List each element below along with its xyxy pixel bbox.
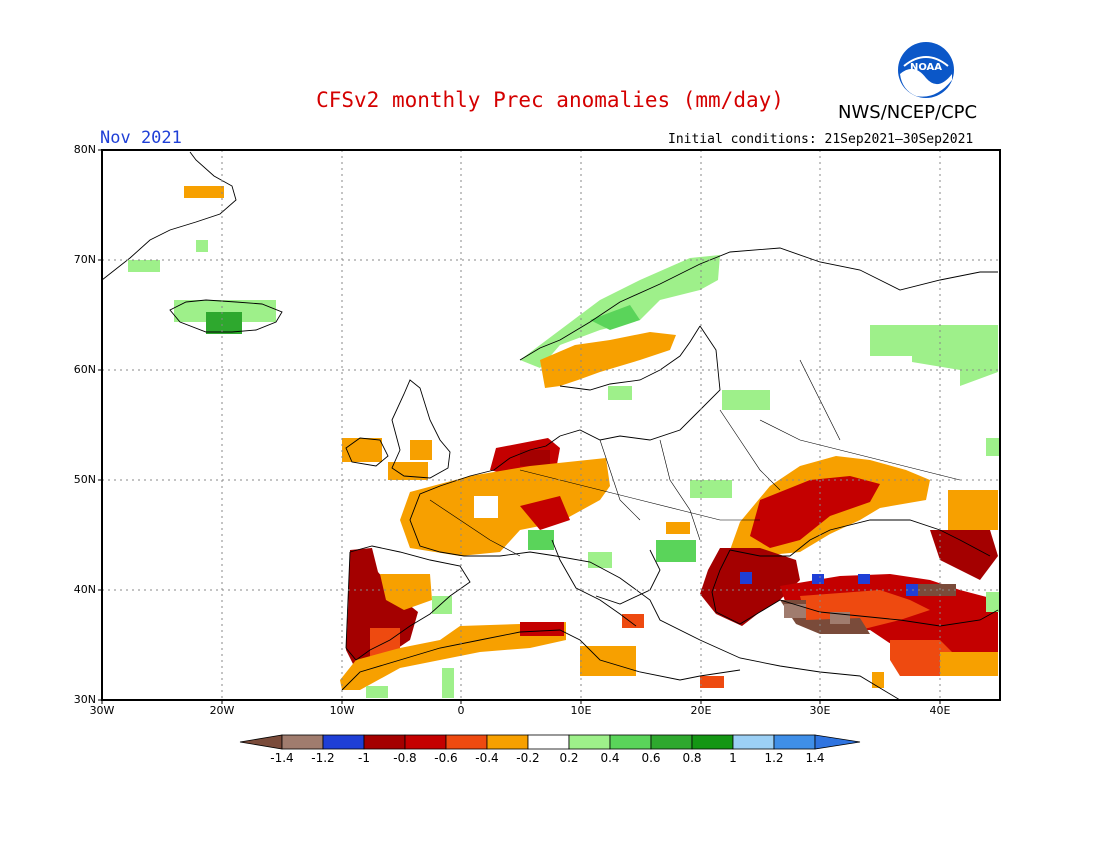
anomaly-field <box>128 186 1000 698</box>
colorbar-label: -1 <box>358 751 370 765</box>
colorbar-bin <box>732 734 775 750</box>
colorbar-end-high <box>814 734 861 750</box>
colorbar-bin <box>322 734 365 750</box>
colorbar-label: 1.2 <box>764 751 784 765</box>
colorbar-label: -0.6 <box>434 751 458 765</box>
initial-conditions: Initial conditions: 21Sep2021–30Sep2021 <box>668 132 974 147</box>
colorbar-label: 0.4 <box>600 751 620 765</box>
logo-text: NOAA <box>910 62 942 73</box>
lat-label: 50N <box>73 473 96 486</box>
lat-label: 80N <box>73 143 96 156</box>
colorbar-label: 1.4 <box>805 751 825 765</box>
coastlines <box>101 151 999 701</box>
colorbar-label: -0.4 <box>475 751 499 765</box>
lat-label: 40N <box>73 583 96 596</box>
agency-label: NWS/NCEP/CPC <box>838 102 978 123</box>
colorbar-end-low <box>239 734 283 750</box>
colorbar-bin <box>691 734 734 750</box>
lon-label: 20E <box>690 704 712 717</box>
graticule <box>102 150 1000 700</box>
colorbar-bin <box>773 734 816 750</box>
lon-label: 20W <box>209 704 235 717</box>
colorbar-label: -1.4 <box>270 751 294 765</box>
colorbar-label: 0.2 <box>559 751 579 765</box>
colorbar-bin <box>568 734 611 750</box>
colorbar-bin <box>363 734 406 750</box>
colorbar-bin <box>527 734 570 750</box>
lon-label: 30E <box>809 704 831 717</box>
colorbar-bin <box>650 734 693 750</box>
map-frame <box>101 149 1001 701</box>
lon-label: 10W <box>329 704 355 717</box>
lat-label: 70N <box>73 253 96 266</box>
colorbar-label: -1.2 <box>311 751 335 765</box>
map-ticks <box>98 149 941 704</box>
lon-label: 10E <box>570 704 592 717</box>
colorbar-bin <box>486 734 529 750</box>
colorbar-label: -0.2 <box>516 751 540 765</box>
noaa-logo: NOAA <box>896 40 956 100</box>
colorbar-bin <box>404 734 447 750</box>
colorbar-bin <box>609 734 652 750</box>
colorbar-bin <box>445 734 488 750</box>
colorbar-label: 0.8 <box>682 751 702 765</box>
chart-title: CFSv2 monthly Prec anomalies (mm/day) <box>316 88 784 112</box>
colorbar-label: -0.8 <box>393 751 417 765</box>
lat-label: 60N <box>73 363 96 376</box>
valid-month: Nov 2021 <box>100 128 182 148</box>
lon-label: 30W <box>89 704 115 717</box>
colorbar-label: 0.6 <box>641 751 661 765</box>
lon-label: 0 <box>457 704 465 717</box>
colorbar-bin <box>281 734 324 750</box>
lon-label: 40E <box>929 704 951 717</box>
lat-label: 30N <box>73 693 96 706</box>
colorbar-label: 1 <box>729 751 737 765</box>
